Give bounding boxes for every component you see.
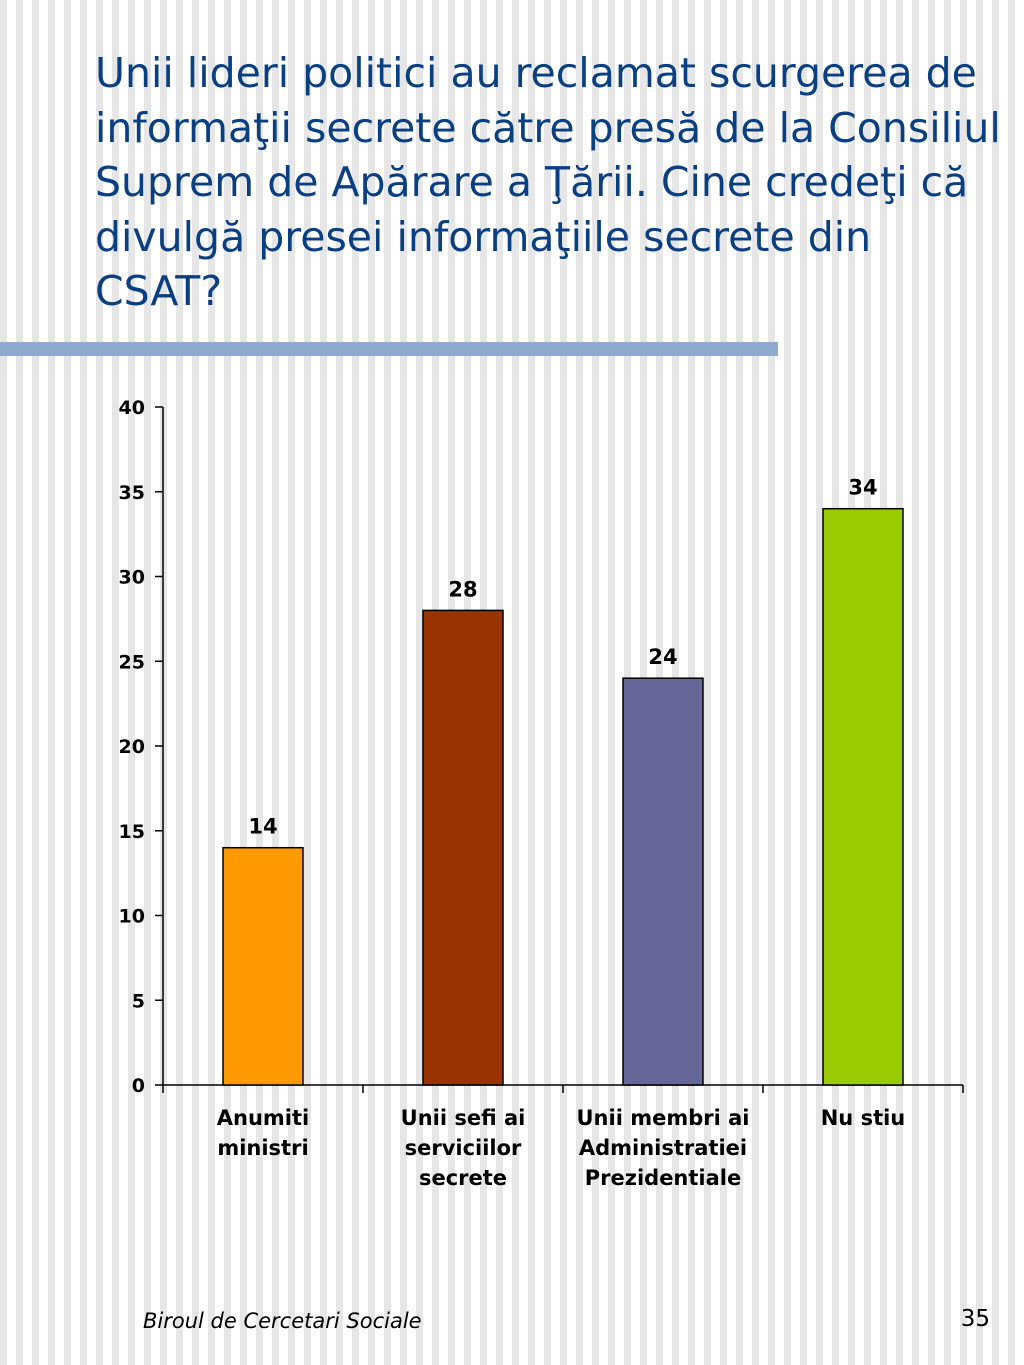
data-label: 14 [248,815,277,839]
x-category-label-line: serviciilor [405,1136,522,1160]
x-category-label-line: Anumiti [217,1106,309,1130]
x-category-label-line: Nu stiu [821,1106,906,1130]
title-underline-bar [0,342,778,356]
y-tick-label: 25 [119,651,145,673]
x-category-label-line: ministri [217,1136,308,1160]
x-category-label: Unii membri ai Administratiei Prezidential… [577,1106,750,1190]
data-label: 28 [448,577,477,601]
y-tick-label: 30 [119,567,145,589]
y-tick-label: 0 [132,1075,145,1097]
y-tick-label: 15 [119,821,145,843]
x-category-label: Unii sefi ai serviciilor secrete [401,1106,526,1190]
footer-source: Biroul de Cercetari Sociale [143,1309,422,1333]
bar [422,609,504,1086]
x-category-label-line: Administratiei [579,1136,747,1160]
slide-number: 35 [960,1306,990,1332]
bar [822,507,904,1086]
y-tick-label: 10 [119,906,145,928]
x-category-label: Anumiti ministri [217,1106,309,1160]
bar [622,677,704,1086]
x-category-label-line: Unii sefi ai [401,1106,526,1130]
x-category-label-line: secrete [419,1166,507,1190]
y-tick-label: 20 [119,736,145,758]
x-category-label-line: Prezidentiale [585,1166,742,1190]
slide-title: Unii lideri politici au reclamat scurger… [95,49,1001,315]
bar [222,846,304,1086]
data-label: 24 [648,645,677,669]
x-category-label: Nu stiu [821,1106,906,1130]
y-tick-label: 40 [119,397,145,419]
y-tick-label: 5 [132,990,145,1012]
x-category-label-line: Unii membri ai [577,1106,750,1130]
y-tick-label: 35 [119,482,145,504]
data-label: 34 [848,476,877,500]
